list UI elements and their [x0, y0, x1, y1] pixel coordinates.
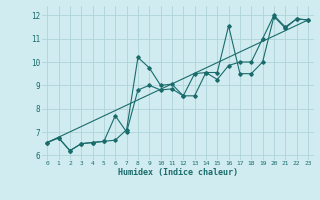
X-axis label: Humidex (Indice chaleur): Humidex (Indice chaleur)	[118, 168, 237, 177]
